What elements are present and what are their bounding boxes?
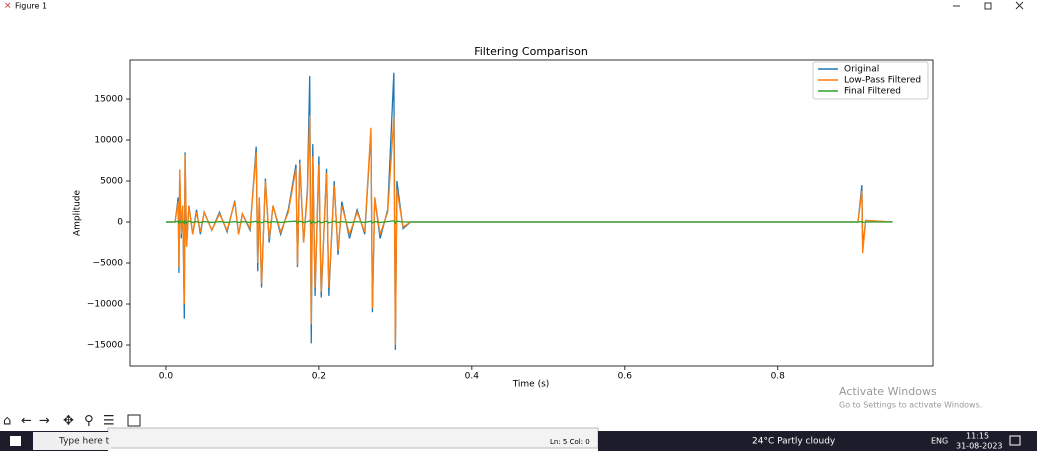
editor-status: Ln: 5 Col: 0 <box>550 438 590 446</box>
notifications[interactable] <box>1009 435 1021 446</box>
clock-date[interactable]: 31-08-2023 <box>956 442 1003 451</box>
legend-label: Low-Pass Filtered <box>844 76 921 86</box>
series-line <box>165 219 893 225</box>
language[interactable]: ENG <box>931 437 948 446</box>
y-tick-label: −5000 <box>93 259 124 269</box>
x-tick-label: 0.0 <box>159 372 174 382</box>
toolbar: ⌂ ← → ✥ ⚲ ☰ <box>3 414 141 429</box>
y-tick-label: 0 <box>117 218 123 228</box>
save-button[interactable] <box>127 414 141 427</box>
watermark-title: Activate Windows <box>839 385 937 398</box>
y-tick-label: −15000 <box>87 341 123 351</box>
back-button[interactable]: ← <box>21 414 32 429</box>
search-box[interactable] <box>33 432 111 450</box>
legend <box>812 61 929 100</box>
legend-label: Original <box>844 65 879 75</box>
forward-button[interactable]: → <box>39 414 50 429</box>
x-tick-label: 0.2 <box>312 372 326 382</box>
x-tick-label: 0.8 <box>771 372 786 382</box>
chart-title: Filtering Comparison <box>474 45 588 58</box>
zoom-button[interactable]: ⚲ <box>84 414 94 429</box>
y-tick-label: 10000 <box>94 136 123 146</box>
y-tick-label: −10000 <box>87 300 123 310</box>
editor-window <box>107 427 599 449</box>
plot-frame <box>129 59 934 367</box>
pan-button[interactable]: ✥ <box>63 414 74 429</box>
y-tick-label: 15000 <box>94 95 123 105</box>
clock-time[interactable]: 11:15 <box>966 432 989 441</box>
configure-button[interactable]: ☰ <box>103 414 115 429</box>
x-tick-label: 0.4 <box>465 372 480 382</box>
watermark-subtitle: Go to Settings to activate Windows. <box>839 401 982 410</box>
weather[interactable]: 24°C Partly cloudy <box>752 437 836 447</box>
y-tick-label: 5000 <box>100 177 123 187</box>
y-axis-label: Amplitude <box>73 189 83 236</box>
series-line <box>165 115 893 346</box>
app-icon: ✕ <box>4 2 12 12</box>
legend-label: Final Filtered <box>844 87 901 97</box>
x-axis-label: Time (s) <box>512 380 550 390</box>
x-tick-label: 0.6 <box>618 372 633 382</box>
home-button[interactable]: ⌂ <box>3 414 11 429</box>
search-placeholder[interactable]: Type here t <box>58 437 110 447</box>
maximize-button[interactable] <box>984 2 992 10</box>
window-title: Figure 1 <box>15 2 47 11</box>
taskbar <box>598 431 1037 451</box>
start-button[interactable] <box>10 436 21 446</box>
close-button[interactable] <box>1015 1 1024 10</box>
plot-marks <box>165 72 893 350</box>
